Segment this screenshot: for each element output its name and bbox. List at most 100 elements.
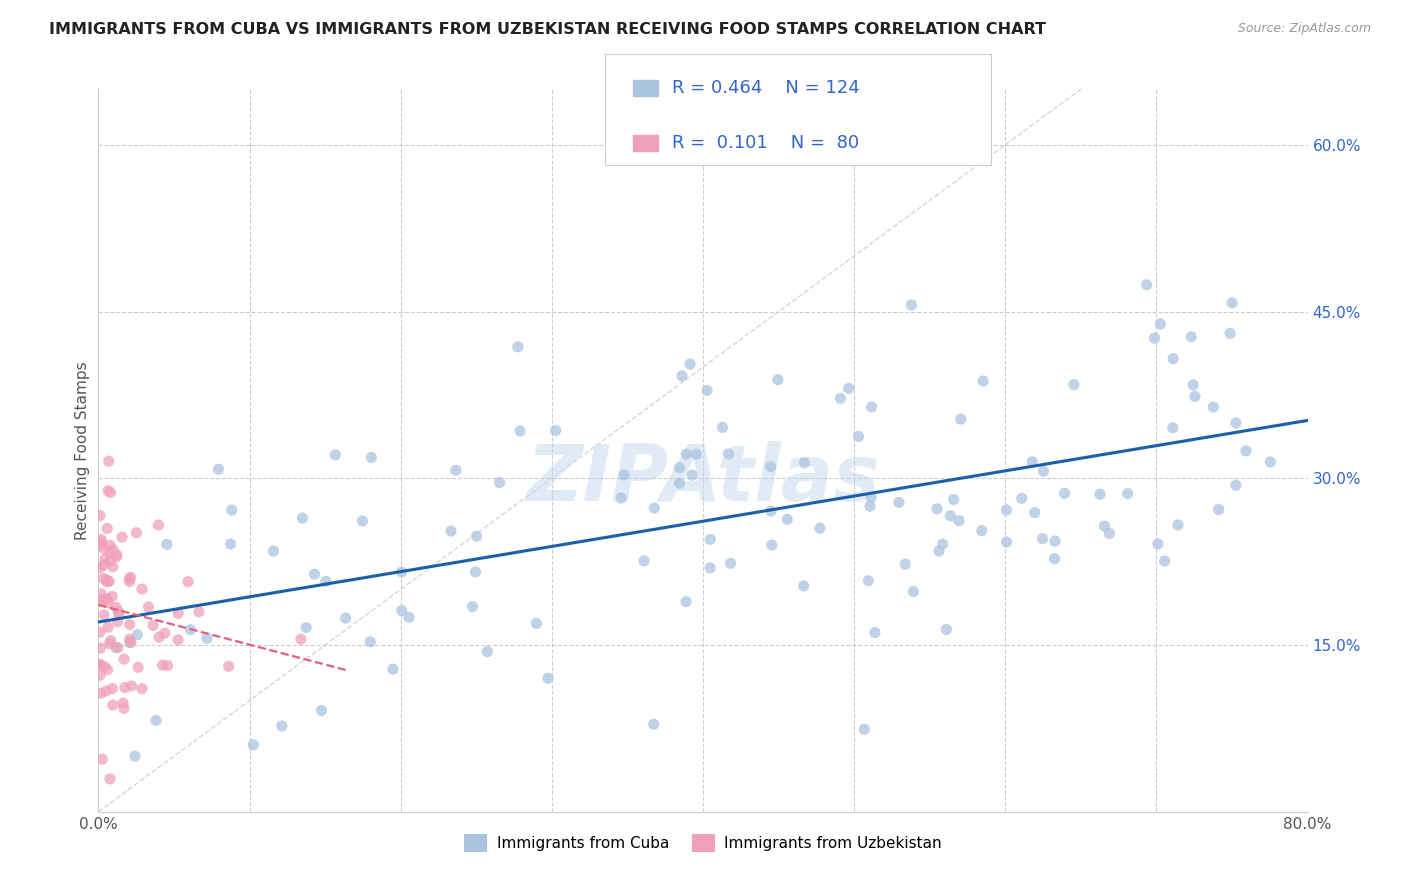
- Point: [118, 617, 141, 632]
- Point: [830, 392, 852, 406]
- Point: [335, 611, 357, 625]
- Point: [633, 554, 655, 568]
- Point: [97, 620, 120, 634]
- Point: [96, 573, 118, 587]
- Point: [860, 400, 883, 414]
- Point: [91, 593, 114, 607]
- Point: [685, 447, 707, 461]
- Point: [858, 574, 880, 588]
- Point: [679, 357, 702, 371]
- Point: [195, 632, 218, 646]
- Point: [848, 429, 870, 443]
- Point: [643, 717, 665, 731]
- Point: [89, 641, 111, 656]
- Point: [120, 635, 142, 649]
- Point: [1182, 377, 1205, 392]
- Point: [1149, 317, 1171, 331]
- Point: [148, 518, 170, 533]
- Point: [506, 340, 529, 354]
- Point: [671, 368, 693, 383]
- Point: [970, 524, 993, 538]
- Point: [766, 373, 789, 387]
- Point: [101, 681, 124, 696]
- Point: [100, 633, 122, 648]
- Point: [853, 723, 876, 737]
- Point: [1167, 518, 1189, 533]
- Point: [131, 582, 153, 596]
- Point: [464, 565, 486, 579]
- Point: [218, 659, 240, 673]
- Point: [761, 538, 783, 552]
- Point: [98, 538, 121, 552]
- Point: [167, 607, 190, 621]
- Point: [118, 635, 141, 649]
- Point: [488, 475, 510, 490]
- Point: [177, 574, 200, 589]
- Point: [808, 521, 831, 535]
- Point: [93, 558, 115, 572]
- Point: [461, 599, 484, 614]
- Point: [108, 607, 131, 622]
- Point: [304, 567, 326, 582]
- Text: ZIPAtlas: ZIPAtlas: [526, 442, 880, 517]
- Point: [148, 630, 170, 644]
- Point: [90, 686, 112, 700]
- Point: [537, 671, 560, 685]
- Point: [120, 570, 142, 584]
- Point: [138, 599, 160, 614]
- Point: [544, 424, 567, 438]
- Point: [89, 658, 111, 673]
- Point: [1220, 295, 1243, 310]
- Point: [859, 499, 882, 513]
- Point: [1153, 554, 1175, 568]
- Point: [931, 537, 953, 551]
- Y-axis label: Receiving Food Stamps: Receiving Food Stamps: [75, 361, 90, 540]
- Point: [97, 454, 120, 468]
- Point: [105, 548, 128, 562]
- Point: [295, 621, 318, 635]
- Point: [291, 511, 314, 525]
- Point: [270, 719, 292, 733]
- Point: [262, 544, 284, 558]
- Point: [759, 459, 782, 474]
- Point: [96, 521, 118, 535]
- Point: [995, 503, 1018, 517]
- Point: [1053, 486, 1076, 500]
- Point: [1098, 526, 1121, 541]
- Point: [90, 535, 112, 549]
- Point: [90, 533, 112, 547]
- Point: [98, 772, 121, 786]
- Point: [156, 537, 179, 551]
- Point: [699, 533, 721, 547]
- Point: [187, 605, 209, 619]
- Point: [1161, 351, 1184, 366]
- Point: [352, 514, 374, 528]
- Point: [1094, 519, 1116, 533]
- Point: [681, 468, 703, 483]
- Point: [145, 714, 167, 728]
- Point: [900, 298, 922, 312]
- Point: [1136, 277, 1159, 292]
- Point: [668, 460, 690, 475]
- Point: [311, 703, 333, 717]
- Point: [127, 660, 149, 674]
- Point: [465, 529, 488, 543]
- Point: [104, 600, 127, 615]
- Point: [93, 572, 115, 586]
- Point: [675, 594, 697, 608]
- Point: [509, 424, 531, 438]
- Point: [699, 561, 721, 575]
- Point: [94, 684, 117, 698]
- Point: [97, 596, 120, 610]
- Point: [391, 604, 413, 618]
- Point: [1024, 506, 1046, 520]
- Point: [93, 541, 115, 556]
- Point: [1011, 491, 1033, 506]
- Point: [949, 412, 972, 426]
- Point: [972, 374, 994, 388]
- Point: [103, 542, 125, 557]
- Point: [91, 752, 114, 766]
- Point: [398, 610, 420, 624]
- Point: [118, 574, 141, 589]
- Point: [93, 659, 115, 673]
